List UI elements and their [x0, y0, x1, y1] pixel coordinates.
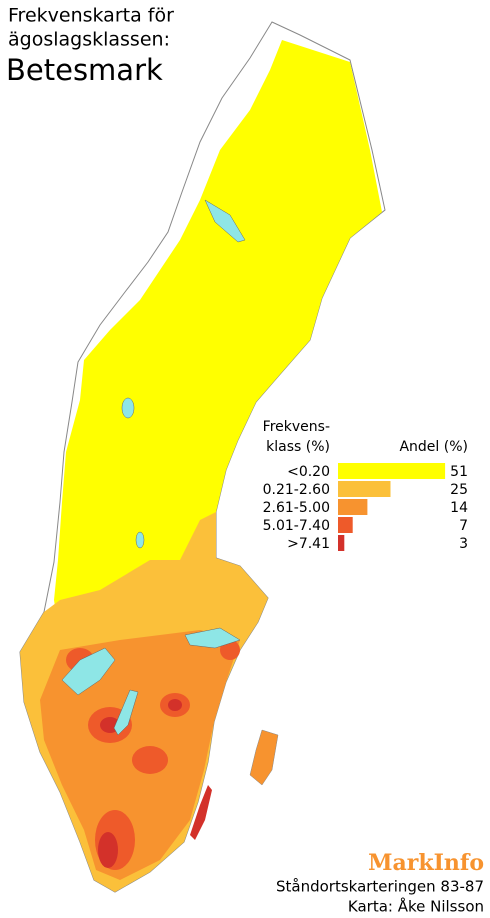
legend-class: >7.41 — [287, 536, 330, 552]
legend-bar — [338, 499, 368, 515]
brand: MarkInfo — [368, 850, 484, 876]
island-gotland — [249, 729, 279, 786]
legend-bar — [338, 535, 345, 551]
legend-class: 0.21-2.60 — [263, 482, 330, 498]
region-yellow — [54, 40, 382, 640]
legend-bar — [338, 517, 353, 533]
title-line: Frekvenskarta för — [8, 5, 174, 27]
legend-class: 5.01-7.40 — [263, 518, 330, 534]
legend-share: 14 — [450, 500, 468, 516]
subject: Betesmark — [6, 53, 163, 87]
class-header: klass (%) — [266, 439, 330, 455]
credit: Ståndortskarteringen 83-87 — [276, 878, 484, 896]
island-oland — [190, 785, 212, 840]
legend-bar — [338, 463, 446, 479]
legend-share: 3 — [459, 536, 468, 552]
class-header: Frekvens- — [263, 419, 330, 435]
legend: <0.20 51 0.21-2.60 25 2.61-5.00 14 5.01-7.40 7 >… — [263, 463, 468, 552]
legend-class: <0.20 — [287, 464, 330, 480]
legend-share: 51 — [450, 464, 468, 480]
lakes — [61, 199, 246, 736]
share-header: Andel (%) — [399, 439, 468, 455]
legend-share: 7 — [459, 518, 468, 534]
legend-class: 2.61-5.00 — [263, 500, 330, 516]
legend-bar — [338, 481, 391, 497]
legend-share: 25 — [450, 482, 468, 498]
title-line: ägoslagsklassen: — [8, 29, 170, 51]
credit: Karta: Åke Nilsson — [348, 897, 484, 916]
map — [19, 21, 386, 893]
